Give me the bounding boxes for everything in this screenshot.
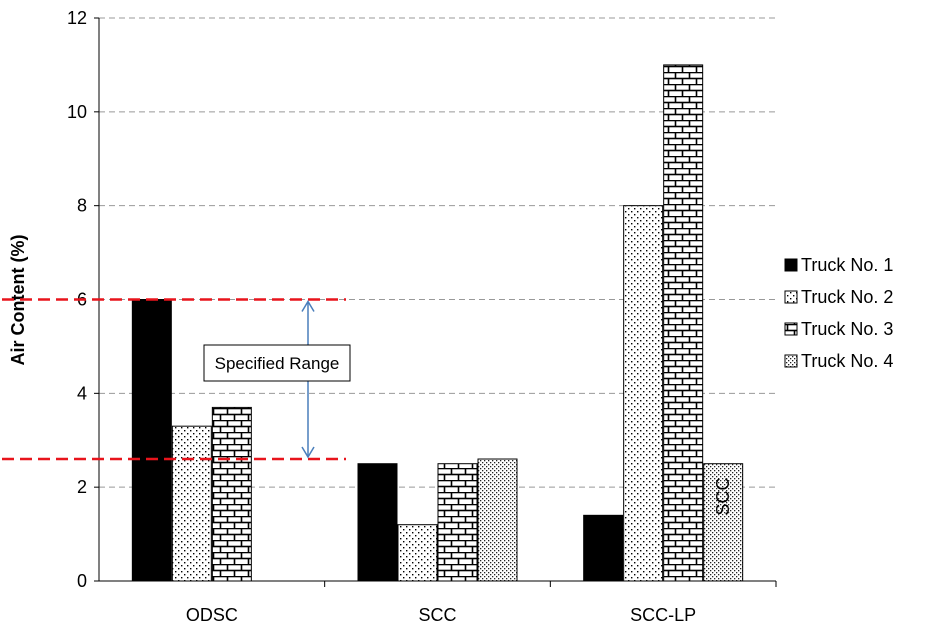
y-tick-label: 2 <box>77 477 87 497</box>
bar <box>477 458 518 582</box>
specified-range-box <box>203 344 351 382</box>
legend: Truck No. 1 Truck No. 2 Truck No. 3 Truck N… <box>784 255 893 371</box>
y-tick-label: 0 <box>77 571 87 591</box>
y-tick-label: 8 <box>77 196 87 216</box>
x-tick-label: ODSC <box>186 605 238 625</box>
x-ticks: ODSC SCC SCC-LP <box>186 581 777 625</box>
legend-label: Truck No. 1 <box>801 255 893 275</box>
x-tick-label: SCC-LP <box>630 605 696 625</box>
y-axis-title: Air Content (%) <box>8 235 28 366</box>
bar <box>131 299 172 582</box>
y-tick-label: 10 <box>67 102 87 122</box>
range-arrow-head-up <box>301 300 315 312</box>
bar <box>397 524 438 582</box>
bar <box>583 514 624 582</box>
bar <box>357 463 398 582</box>
bar <box>703 463 744 582</box>
y-tick-label: 4 <box>77 383 87 403</box>
legend-swatch <box>784 290 798 304</box>
bars <box>131 64 744 582</box>
legend-swatch <box>784 258 798 272</box>
legend-label: Truck No. 3 <box>801 319 893 339</box>
bar <box>623 205 664 582</box>
legend-label: Truck No. 2 <box>801 287 893 307</box>
legend-label: Truck No. 4 <box>801 351 893 371</box>
bar <box>437 463 478 582</box>
specified-range-label: Specified Range <box>215 354 340 373</box>
bar-label-scc: SCC <box>713 478 733 516</box>
y-tick-label: 12 <box>67 8 87 28</box>
bar <box>663 64 704 582</box>
x-tick-label: SCC <box>418 605 456 625</box>
bar <box>171 425 212 582</box>
bar <box>211 406 252 582</box>
legend-swatch <box>784 322 798 336</box>
annotations: Specified Range SCC <box>2 298 733 516</box>
legend-swatch <box>784 354 798 368</box>
range-arrow-head-down <box>301 446 315 459</box>
